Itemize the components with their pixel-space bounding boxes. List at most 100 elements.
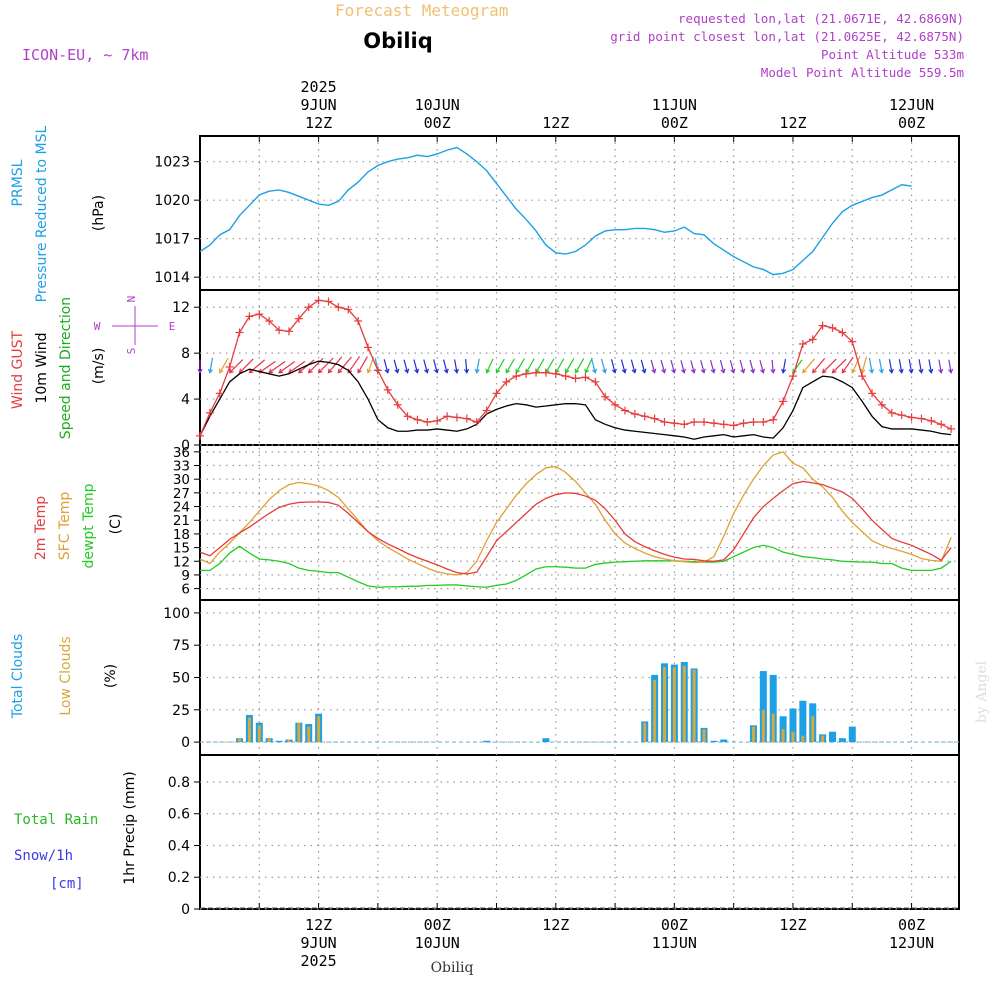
wind-barb-shaft xyxy=(719,359,725,373)
wind-barb xyxy=(268,361,286,374)
wind-barb-shaft xyxy=(495,358,505,373)
snow-label: Snow/1h xyxy=(14,848,73,864)
total-cloud-bar xyxy=(789,708,797,743)
time-label-top: 12Z xyxy=(305,114,332,132)
wind-barb xyxy=(564,358,575,374)
clouds-y-tick-label: 100 xyxy=(163,606,190,622)
wind-y-tick-label: 8 xyxy=(181,346,190,362)
model-label: ICON-EU, ~ 7km xyxy=(22,46,148,64)
wind-gust-point xyxy=(413,415,422,424)
temp-y-tick-label: 21 xyxy=(173,513,190,529)
clouds-unit: (%) xyxy=(103,664,119,688)
wind-barb xyxy=(403,359,410,374)
wind-barb-shaft xyxy=(822,358,837,374)
pressure-label-1: PRMSL xyxy=(10,159,26,206)
wind-barb xyxy=(495,358,505,374)
wind-barb-head xyxy=(680,368,686,374)
wind-gust-point xyxy=(393,400,402,409)
wind-gust-point xyxy=(591,377,600,386)
wind-barb-head xyxy=(207,368,213,374)
wind-gust-point xyxy=(482,406,491,415)
wind-gust-point xyxy=(383,385,392,394)
precip-y-tick-label: 0 xyxy=(181,902,190,918)
wind-barb xyxy=(660,359,667,374)
wind-10m-label: 10m Wind xyxy=(34,332,50,403)
wind-barb xyxy=(433,359,439,374)
wind-barb xyxy=(640,359,647,374)
wind-dir-label: Speed and Direction xyxy=(58,297,74,439)
wind-barb xyxy=(590,358,598,374)
wind-barb-head xyxy=(908,368,914,374)
wind-barb xyxy=(888,359,894,374)
precip-unit: 1hr Precip (mm) xyxy=(122,771,138,884)
wind-barb-shaft xyxy=(640,359,646,373)
time-label-bottom: 11JUN xyxy=(652,934,697,952)
wind-barb-head xyxy=(307,368,313,374)
wind-gust-point xyxy=(373,366,382,375)
wind-gust-point xyxy=(304,303,313,312)
wind-gust-point xyxy=(364,343,373,352)
time-label-top: 10JUN xyxy=(415,96,460,114)
wind-barb-head xyxy=(297,368,303,374)
wind-barb-head xyxy=(621,368,627,374)
precip-y-tick-label: 0.6 xyxy=(168,807,190,823)
wind-gust-point xyxy=(897,411,906,420)
wind-barb-head xyxy=(248,368,254,374)
wind-gust-point xyxy=(433,416,442,425)
wind-y-tick-label: 0 xyxy=(181,438,190,454)
wind-barb-head xyxy=(750,368,756,374)
pressure-y-tick-label: 1017 xyxy=(154,232,190,248)
wind-barb-head xyxy=(690,368,696,374)
wind-barb-shaft xyxy=(486,358,494,373)
total-cloud-bar xyxy=(838,738,846,743)
wind-speed-line xyxy=(199,360,952,440)
wind-barb xyxy=(928,359,934,374)
wind-gust-point xyxy=(729,421,738,430)
wind-barb-shaft xyxy=(219,357,229,373)
wind-barb xyxy=(709,359,716,374)
wind-barb xyxy=(228,359,244,374)
low-cloud-bar xyxy=(663,667,667,743)
temp-2m-label: 2m Temp xyxy=(33,496,49,560)
compass-rose: N S W E xyxy=(94,296,176,355)
time-label-top: 2025 xyxy=(301,78,337,96)
low-cloud-bar xyxy=(781,729,785,743)
wind-barb-shaft xyxy=(729,360,735,373)
wind-barb-head xyxy=(851,368,856,374)
low-cloud-bar xyxy=(751,726,755,743)
wind-barb-shaft xyxy=(832,358,847,374)
wind-gust-point xyxy=(630,410,639,418)
wind-barb xyxy=(207,357,214,374)
wind-barb-head xyxy=(898,368,904,374)
wind-gust-point xyxy=(690,418,699,427)
low-cloud-bar xyxy=(811,716,815,743)
time-label-top: 00Z xyxy=(424,114,451,132)
pressure-unit: (hPa) xyxy=(91,195,107,231)
wind-gust-point xyxy=(887,408,896,417)
wind-barb-shaft xyxy=(565,358,575,373)
wind-gust-point xyxy=(314,296,323,305)
time-label-top: 9JUN xyxy=(301,96,337,114)
wind-barb xyxy=(690,360,696,374)
wind-barb-shaft xyxy=(660,359,666,373)
wind-gust-point xyxy=(640,412,649,421)
wind-barb-head xyxy=(197,368,203,374)
wind-barb xyxy=(278,361,296,374)
wind-barb xyxy=(610,359,617,374)
low-cloud-bar xyxy=(702,729,706,743)
wind-barb-head xyxy=(228,368,234,374)
wind-barb xyxy=(781,358,787,374)
wind-barb-shaft xyxy=(700,360,705,373)
pressure-y-tick-label: 1020 xyxy=(154,193,190,209)
wind-gust-point xyxy=(907,413,916,422)
wind-barb-shaft xyxy=(861,356,868,373)
wind-barb-head xyxy=(384,368,390,374)
low-cloud-bar xyxy=(761,709,765,743)
y-tick-labels: 1014101710201023048126912151821242730333… xyxy=(154,155,200,918)
wind-barb xyxy=(600,358,607,374)
clouds-y-tick-label: 25 xyxy=(172,703,190,719)
wind-barb-shaft xyxy=(209,357,214,373)
wind-barb-head xyxy=(811,368,817,374)
wind-gust-point xyxy=(650,414,659,423)
data-layer xyxy=(196,146,959,909)
